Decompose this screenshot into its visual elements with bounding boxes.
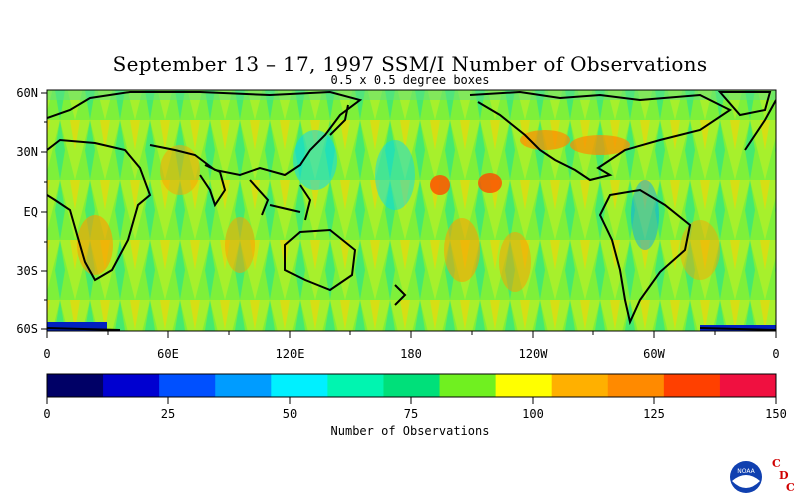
- colorbar-segment: [383, 374, 441, 397]
- noaa-cdc-logo: NOAA C D C: [730, 457, 795, 494]
- lat-label: 60N: [16, 86, 38, 100]
- colorbar-segment: [439, 374, 497, 397]
- colorbar-segment: [663, 374, 721, 397]
- colorbar-tick-label: 25: [161, 407, 175, 421]
- lat-label: EQ: [24, 205, 38, 219]
- observation-field: [47, 90, 776, 331]
- lat-label: 30N: [16, 145, 38, 159]
- colorbar-segment: [47, 374, 104, 397]
- colorbar-tick-label: 50: [283, 407, 297, 421]
- colorbar: [47, 374, 777, 397]
- colorbar-label: Number of Observations: [330, 424, 490, 438]
- colorbar-segment: [327, 374, 384, 397]
- coastlines: [47, 90, 776, 331]
- colorbar-segment: [551, 374, 609, 397]
- colorbar-tick-label: 0: [43, 407, 50, 421]
- lon-label: 0: [772, 347, 779, 361]
- logo-noaa-text: NOAA: [737, 468, 755, 475]
- colorbar-tick-label: 100: [522, 407, 544, 421]
- colorbar-segment: [607, 374, 665, 397]
- logo-letter: D: [779, 469, 789, 482]
- map-subtitle: 0.5 x 0.5 degree boxes: [330, 73, 490, 87]
- map-title: September 13 – 17, 1997 SSM/I Number of …: [112, 52, 708, 76]
- lat-label: 60S: [16, 322, 38, 336]
- lon-label: 120W: [519, 347, 549, 361]
- logo-letter: C: [786, 481, 795, 494]
- colorbar-segment: [719, 374, 777, 397]
- lon-label: 60E: [157, 347, 179, 361]
- lon-label: 180: [400, 347, 422, 361]
- logo-letter: C: [772, 457, 781, 470]
- colorbar-segment: [159, 374, 216, 397]
- lat-label: 30S: [16, 264, 38, 278]
- colorbar-segment: [271, 374, 328, 397]
- colorbar-tick-label: 150: [765, 407, 787, 421]
- lon-label: 120E: [276, 347, 305, 361]
- longitude-axis: 0 60E 120E 180 120W 60W 0: [43, 331, 780, 361]
- colorbar-tick-label: 125: [643, 407, 665, 421]
- colorbar-ticks: 0 25 50 75 100 125 150: [43, 397, 787, 421]
- colorbar-segment: [103, 374, 160, 397]
- colorbar-segment: [215, 374, 272, 397]
- colorbar-segment: [495, 374, 553, 397]
- lon-label: 0: [43, 347, 50, 361]
- latitude-axis: 60N 30N EQ 30S 60S: [16, 86, 47, 336]
- lon-label: 60W: [643, 347, 665, 361]
- colorbar-tick-label: 75: [404, 407, 418, 421]
